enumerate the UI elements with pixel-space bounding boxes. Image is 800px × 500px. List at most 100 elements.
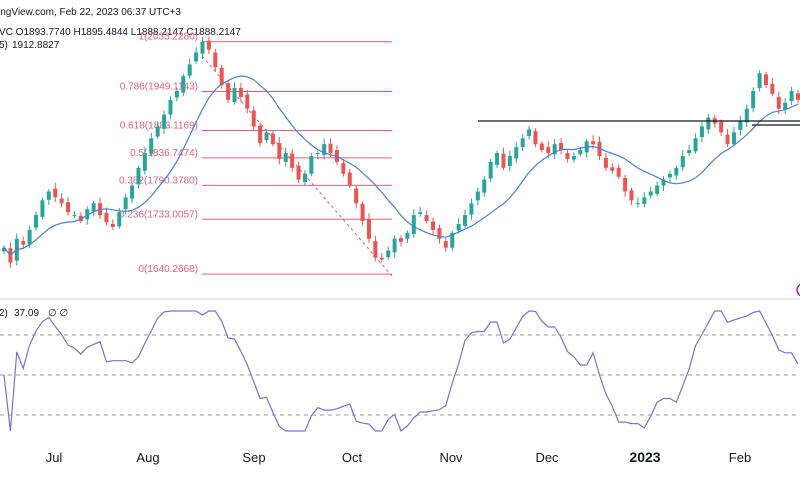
candle-body (520, 138, 525, 148)
candle-body (104, 212, 109, 223)
candle-body (213, 52, 218, 68)
candle-body (623, 177, 628, 192)
rsi-legend-extra: ∅ ∅ (48, 308, 68, 319)
ohlc-readout: VC O1893.7740 H1895.4844 L1888.2147 C188… (0, 27, 241, 38)
candle-body (514, 147, 519, 159)
x-tick-label: Dec (535, 450, 559, 465)
candle-body (719, 121, 724, 133)
candle-body (168, 99, 173, 115)
candle-body (27, 229, 32, 245)
candle-body (40, 200, 45, 217)
candle-body (744, 108, 749, 123)
candle-body (411, 215, 416, 235)
candle-body (463, 215, 468, 226)
candle-body (34, 215, 39, 228)
candle-body (181, 76, 186, 93)
candle-body (405, 232, 410, 239)
candle-body (571, 156, 576, 160)
candle-body (347, 172, 352, 186)
candle-body (648, 191, 653, 196)
candle-body (238, 88, 243, 97)
fib-level-label: 0(1640.2668) (139, 264, 199, 275)
fib-level-label: 0.618(1883.1169) (120, 121, 198, 132)
candle-body (162, 114, 167, 129)
candle-body (226, 83, 231, 100)
x-tick-label: Aug (136, 450, 159, 465)
candle-body (155, 126, 160, 137)
rsi-bands (0, 334, 800, 416)
candle-body (629, 190, 634, 201)
candle-body (603, 157, 608, 168)
candle-body (72, 215, 77, 217)
fib-level-label: 0.236(1733.0057) (119, 209, 198, 220)
candle-body (219, 67, 224, 86)
candle-body (418, 212, 423, 214)
candle-body (136, 167, 141, 185)
candle-body (674, 167, 679, 176)
candle-body (142, 153, 147, 171)
candle-body (21, 241, 26, 245)
x-tick-label: 2023 (629, 449, 660, 465)
ma-legend-label: 5) (0, 40, 8, 51)
candle-body (482, 179, 487, 193)
candle-body (578, 150, 583, 155)
fib-level-label: 0.5(1836.7474) (130, 148, 198, 159)
candle-body (366, 219, 371, 239)
candle-body (2, 247, 6, 252)
candlestick-series (2, 36, 800, 268)
candle-body (610, 167, 615, 171)
candle-body (283, 153, 288, 162)
candle-body (597, 141, 602, 156)
x-tick-label: Oct (342, 450, 363, 465)
chart-title: ingView.com, Feb 22, 2023 06:37 UTC+3 (0, 7, 181, 18)
rsi-legend-value: 37.09 (14, 308, 39, 319)
fibonacci-retracement[interactable]: 1(2033.2280) 0.786(1949.1143) 0.618(1883.1… (119, 32, 392, 275)
candle-body (245, 94, 250, 109)
x-tick-label: Sep (242, 450, 265, 465)
candle-body (475, 191, 480, 201)
candle-body (123, 197, 128, 210)
candle-body (379, 257, 384, 260)
candle-body (187, 64, 192, 76)
candle-body (552, 144, 557, 155)
fib-level-label: 0.382(1790.3780) (119, 175, 198, 186)
candle-body (341, 163, 346, 174)
candle-body (149, 138, 154, 154)
candle-body (302, 173, 307, 183)
candle-body (232, 88, 237, 103)
candle-body (616, 167, 621, 177)
candle-body (450, 232, 455, 248)
candle-body (66, 202, 71, 213)
candle-body (527, 129, 532, 136)
candle-body (424, 215, 429, 222)
candle-body (763, 74, 768, 86)
candle-body (751, 90, 756, 109)
candle-body (706, 117, 711, 130)
candle-body (194, 52, 199, 62)
candle-body (392, 238, 397, 253)
candle-body (789, 90, 794, 102)
candle-body (635, 203, 640, 205)
candle-body (200, 41, 205, 54)
candle-body (360, 203, 365, 222)
x-tick-label: Nov (439, 450, 463, 465)
candle-body (469, 203, 474, 215)
candle-body (110, 224, 115, 227)
candle-body (431, 221, 436, 230)
candle-body (386, 250, 391, 258)
alert-marker-icon[interactable] (796, 283, 800, 297)
candle-body (373, 241, 378, 258)
candle-body (539, 143, 544, 151)
candle-body (277, 142, 282, 159)
candle-body (258, 125, 263, 143)
candle-body (738, 120, 743, 130)
candle-body (507, 156, 512, 167)
candle-body (309, 156, 314, 174)
candle-body (693, 138, 698, 152)
candle-body (725, 134, 730, 145)
candle-body (565, 153, 570, 159)
ma-legend-value: 1912.8827 (12, 40, 60, 51)
candle-body (437, 228, 442, 239)
